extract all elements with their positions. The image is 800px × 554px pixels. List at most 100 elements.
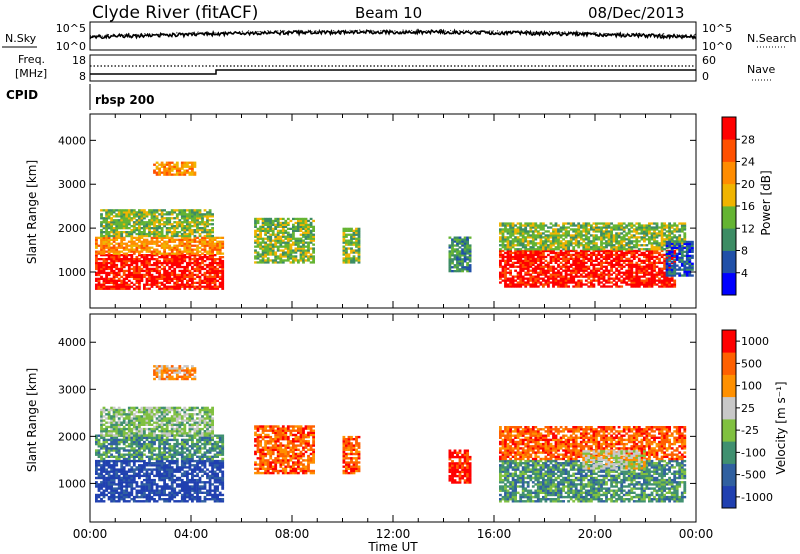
- heatmap-cell: [148, 481, 151, 484]
- heatmap-cell: [112, 244, 116, 247]
- heatmap-cell: [539, 259, 543, 262]
- heatmap-cell: [276, 245, 280, 248]
- heatmap-cell: [218, 256, 222, 259]
- heatmap-cell: [685, 260, 689, 263]
- heatmap-cell: [148, 250, 151, 253]
- heatmap-cell: [678, 246, 682, 250]
- heatmap-cell: [178, 234, 182, 238]
- heatmap-cell: [125, 258, 129, 261]
- heatmap-cell: [218, 269, 222, 273]
- heatmap-cell: [279, 239, 283, 242]
- heatmap-cell: [526, 244, 530, 247]
- heatmap-cell: [188, 481, 192, 484]
- heatmap-cell: [107, 248, 111, 251]
- heatmap-cell: [557, 248, 560, 251]
- heatmap-cell: [145, 483, 149, 486]
- heatmap-cell: [539, 267, 543, 270]
- heatmap-cell: [655, 242, 659, 245]
- heatmap-cell: [658, 279, 661, 282]
- heatmap-cell: [625, 269, 629, 272]
- heatmap-cell: [100, 215, 103, 218]
- heatmap-cell: [307, 243, 310, 246]
- heatmap-cell: [281, 245, 285, 248]
- heatmap-cell: [211, 236, 214, 239]
- heatmap-cell: [178, 277, 182, 280]
- heatmap-cell: [292, 241, 295, 244]
- heatmap-cell: [102, 227, 106, 230]
- heatmap-cell: [286, 237, 290, 240]
- heatmap-cell: [451, 246, 454, 249]
- heatmap-cell: [130, 498, 134, 501]
- heatmap-cell: [660, 242, 664, 245]
- heatmap-cell: [658, 230, 661, 233]
- heatmap-cell: [112, 476, 116, 480]
- heatmap-cell: [294, 221, 298, 225]
- heatmap-cell: [632, 224, 636, 227]
- heatmap-cell: [294, 249, 298, 252]
- heatmap-cell: [668, 281, 671, 284]
- heatmap-cell: [635, 263, 639, 266]
- heatmap-cell: [120, 263, 124, 267]
- heatmap-cell: [155, 487, 159, 490]
- heatmap-cell: [539, 244, 543, 247]
- heatmap-cell: [183, 213, 187, 216]
- heatmap-cell: [292, 229, 295, 232]
- heatmap-cell: [191, 485, 194, 488]
- heatmap-cell: [208, 219, 212, 222]
- heatmap-cell: [675, 246, 679, 250]
- heatmap-cell: [138, 491, 141, 494]
- heatmap-cell: [276, 261, 280, 264]
- heatmap-cell: [557, 259, 560, 262]
- heatmap-cell: [645, 267, 649, 270]
- heatmap-cell: [595, 222, 598, 225]
- heatmap-cell: [183, 232, 187, 236]
- heatmap-cell: [612, 265, 616, 268]
- heatmap-cell: [180, 165, 184, 168]
- heatmap-cell: [173, 259, 177, 263]
- heatmap-cell: [163, 483, 166, 486]
- heatmap-cell: [155, 489, 159, 492]
- heatmap-cell: [117, 227, 121, 230]
- heatmap-cell: [173, 281, 177, 284]
- heatmap-cell: [130, 485, 134, 488]
- heatmap-cell: [587, 236, 591, 239]
- heatmap-cell: [635, 232, 639, 235]
- heatmap-cell: [180, 275, 184, 278]
- heatmap-cell: [143, 242, 146, 245]
- heatmap-cell: [211, 248, 214, 251]
- heatmap-cell: [110, 238, 113, 241]
- heatmap-cell: [574, 244, 578, 247]
- heatmap-cell: [640, 269, 644, 272]
- heatmap-cell: [148, 227, 151, 230]
- heatmap-cell: [208, 244, 212, 247]
- heatmap-cell: [562, 238, 565, 241]
- heatmap-cell: [468, 252, 472, 255]
- heatmap-cell: [198, 240, 202, 243]
- heatmap-cell: [110, 487, 113, 490]
- heatmap-cell: [196, 273, 199, 277]
- heatmap-cell: [218, 258, 222, 261]
- heatmap-cell: [145, 232, 149, 236]
- heatmap-cell: [562, 228, 565, 231]
- heatmap-cell: [542, 246, 545, 249]
- heatmap-cell: [526, 273, 530, 276]
- heatmap-cell: [193, 240, 197, 243]
- heatmap-cell: [605, 265, 608, 268]
- heatmap-cell: [579, 226, 583, 229]
- heatmap-cell: [549, 249, 553, 253]
- heatmap-cell: [600, 232, 603, 235]
- heatmap-cell: [211, 254, 214, 257]
- heatmap-cell: [158, 227, 161, 230]
- heatmap-cell: [115, 495, 119, 499]
- heatmap-cell: [148, 232, 151, 236]
- heatmap-cell: [617, 253, 621, 257]
- heatmap-cell: [595, 242, 598, 245]
- heatmap-cell: [259, 243, 262, 246]
- heatmap-cell: [180, 161, 184, 164]
- colorbar-tick-label: 24: [741, 156, 755, 169]
- heatmap-cell: [547, 234, 550, 237]
- heatmap-cell: [600, 248, 603, 251]
- heatmap-cell: [100, 500, 103, 503]
- heatmap-cell: [256, 219, 260, 223]
- heatmap-cell: [269, 233, 273, 236]
